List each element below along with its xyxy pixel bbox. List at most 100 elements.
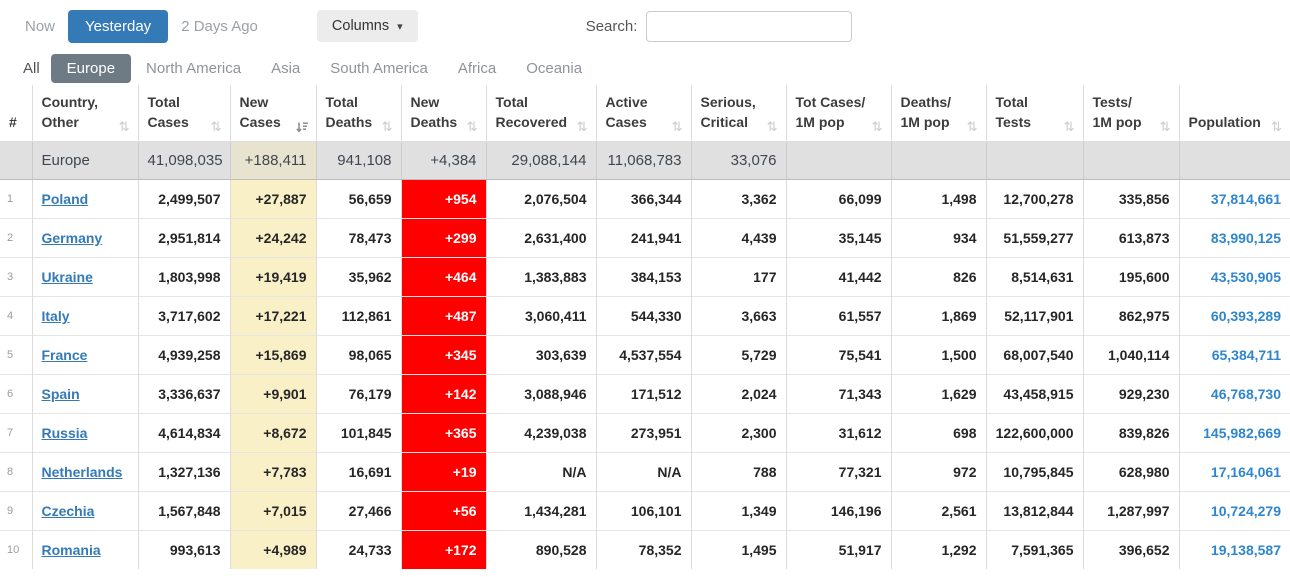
table-header-row: # Country, Other ⇅ Total Cases ⇅ New Cases Total D… xyxy=(0,85,1290,142)
country-link[interactable]: France xyxy=(41,346,88,363)
cell-total_deaths: 101,845 xyxy=(315,412,401,453)
col-header-deaths_per_1m[interactable]: Deaths/1M pop ⇅ xyxy=(890,85,986,142)
cell-country: Ukraine xyxy=(31,256,138,297)
cell-serious_critical: 5,729 xyxy=(690,334,786,375)
cell-new_deaths: +345 xyxy=(400,334,486,375)
population-link[interactable]: 60,393,289 xyxy=(1210,307,1281,324)
cell-new_deaths: +365 xyxy=(400,412,486,453)
cell-serious_critical: 3,362 xyxy=(690,178,786,219)
col-header-label: # xyxy=(9,114,17,131)
cell-cases_per_1m: 51,917 xyxy=(785,529,891,570)
table-row: 6 Spain 3,336,637 +9,901 76,179 +142 3,088,946… xyxy=(0,373,1290,414)
cell-new_cases: +17,221 xyxy=(229,295,316,336)
country-link[interactable]: Poland xyxy=(41,190,89,207)
col-header-active_cases[interactable]: Active Cases ⇅ xyxy=(595,85,691,142)
cell-new_cases: +9,901 xyxy=(229,373,316,414)
tab-asia[interactable]: Asia xyxy=(271,60,301,77)
col-header-tests_per_1m[interactable]: Tests/1M pop ⇅ xyxy=(1082,85,1179,142)
country-link[interactable]: Ukraine xyxy=(41,268,93,285)
col-header-label: Critical xyxy=(700,114,748,131)
cell-deaths_per_1m: 972 xyxy=(890,451,986,492)
cell-population: 37,814,661 xyxy=(1178,178,1290,219)
cell-population: 46,768,730 xyxy=(1178,373,1290,414)
population-link[interactable]: 19,138,587 xyxy=(1210,541,1281,558)
population-link[interactable]: 37,814,661 xyxy=(1210,190,1281,207)
country-link[interactable]: Spain xyxy=(41,385,80,402)
cell-cases_per_1m: 75,541 xyxy=(785,334,891,375)
col-header-rank: # xyxy=(0,85,32,142)
cell-population: 65,384,711 xyxy=(1178,334,1290,375)
col-header-total_deaths[interactable]: Total Deaths ⇅ xyxy=(315,85,401,142)
cell-serious_critical: 1,495 xyxy=(690,529,786,570)
yesterday-button[interactable]: Yesterday xyxy=(68,9,169,43)
col-header-population[interactable]: Population ⇅ xyxy=(1178,85,1290,142)
col-header-total_recovered[interactable]: Total Recovered ⇅ xyxy=(485,85,596,142)
cell-total_tests: 8,514,631 xyxy=(985,256,1083,297)
cell-serious_critical: 1,349 xyxy=(690,490,786,531)
cell-deaths_per_1m: 1,869 xyxy=(890,295,986,336)
cell-total_tests: 43,458,915 xyxy=(985,373,1083,414)
population-link[interactable]: 65,384,711 xyxy=(1211,346,1281,363)
cell-new_deaths: +4,384 xyxy=(400,140,486,180)
population-link[interactable]: 10,724,279 xyxy=(1210,502,1281,519)
tab-europe[interactable]: Europe xyxy=(50,54,132,83)
col-header-total_cases[interactable]: Total Cases ⇅ xyxy=(137,85,230,142)
cell-total_tests xyxy=(985,140,1083,180)
cell-new_cases: +27,887 xyxy=(229,178,316,219)
country-link[interactable]: Romania xyxy=(41,541,101,558)
tab-oceania[interactable]: Oceania xyxy=(526,60,583,77)
col-header-label: Tot Cases/ xyxy=(795,94,866,110)
population-link[interactable]: 46,768,730 xyxy=(1210,385,1281,402)
cell-active_cases: 171,512 xyxy=(595,373,691,414)
cell-active_cases: 78,352 xyxy=(595,529,691,570)
population-link[interactable]: 83,990,125 xyxy=(1210,229,1281,246)
cell-new_deaths: +954 xyxy=(400,178,486,219)
search-input[interactable] xyxy=(646,10,853,42)
cell-total_cases: 4,614,834 xyxy=(137,412,230,453)
cell-active_cases: 4,537,554 xyxy=(595,334,691,375)
col-header-total_tests[interactable]: Total Tests ⇅ xyxy=(985,85,1083,142)
now-button[interactable]: Now xyxy=(25,17,56,35)
cell-total_recovered: 3,060,411 xyxy=(485,295,596,336)
cell-rank: 9 xyxy=(0,490,32,531)
two-days-ago-button[interactable]: 2 Days Ago xyxy=(181,17,258,35)
cell-total_recovered: 890,528 xyxy=(485,529,596,570)
cell-total_recovered: 4,239,038 xyxy=(485,412,596,453)
country-link[interactable]: Russia xyxy=(41,424,88,441)
countries-table: # Country, Other ⇅ Total Cases ⇅ New Cases Total D… xyxy=(0,85,1290,570)
population-link[interactable]: 43,530,905 xyxy=(1210,268,1281,285)
country-link[interactable]: Germany xyxy=(41,229,103,246)
col-header-country[interactable]: Country, Other ⇅ xyxy=(31,85,138,142)
col-header-new_cases[interactable]: New Cases xyxy=(229,85,316,142)
col-header-label: 1M pop xyxy=(900,114,950,131)
tab-all[interactable]: All xyxy=(23,60,40,77)
cell-cases_per_1m: 77,321 xyxy=(785,451,891,492)
columns-dropdown-button[interactable]: Columns ▾ xyxy=(316,10,418,42)
population-link[interactable]: 17,164,061 xyxy=(1210,463,1281,480)
cell-country: Spain xyxy=(31,373,138,414)
sort-icon: ⇅ xyxy=(871,118,883,134)
cell-tests_per_1m: 1,040,114 xyxy=(1082,334,1179,375)
cell-serious_critical: 177 xyxy=(690,256,786,297)
search-label: Search: xyxy=(585,17,638,35)
tab-south-america[interactable]: South America xyxy=(330,60,428,77)
tab-north-america[interactable]: North America xyxy=(146,60,242,77)
cell-tests_per_1m: 613,873 xyxy=(1082,217,1179,258)
col-header-new_deaths[interactable]: New Deaths ⇅ xyxy=(400,85,486,142)
population-link[interactable]: 145,982,669 xyxy=(1203,424,1281,441)
table-row: 4 Italy 3,717,602 +17,221 112,861 +487 3,060,4… xyxy=(0,295,1290,336)
cell-serious_critical: 3,663 xyxy=(690,295,786,336)
sort-icon: ⇅ xyxy=(466,118,478,134)
col-header-serious_critical[interactable]: Serious, Critical ⇅ xyxy=(690,85,786,142)
col-header-label: Active xyxy=(605,94,648,110)
tab-africa[interactable]: Africa xyxy=(457,60,497,77)
cell-cases_per_1m: 66,099 xyxy=(785,178,891,219)
cell-rank: 7 xyxy=(0,412,32,453)
country-link[interactable]: Netherlands xyxy=(41,463,123,480)
country-link[interactable]: Czechia xyxy=(41,502,95,519)
col-header-cases_per_1m[interactable]: Tot Cases/1M pop ⇅ xyxy=(785,85,891,142)
sort-icon: ⇅ xyxy=(1271,118,1282,134)
country-link[interactable]: Italy xyxy=(41,307,70,324)
cell-deaths_per_1m: 826 xyxy=(890,256,986,297)
cell-serious_critical: 2,300 xyxy=(690,412,786,453)
